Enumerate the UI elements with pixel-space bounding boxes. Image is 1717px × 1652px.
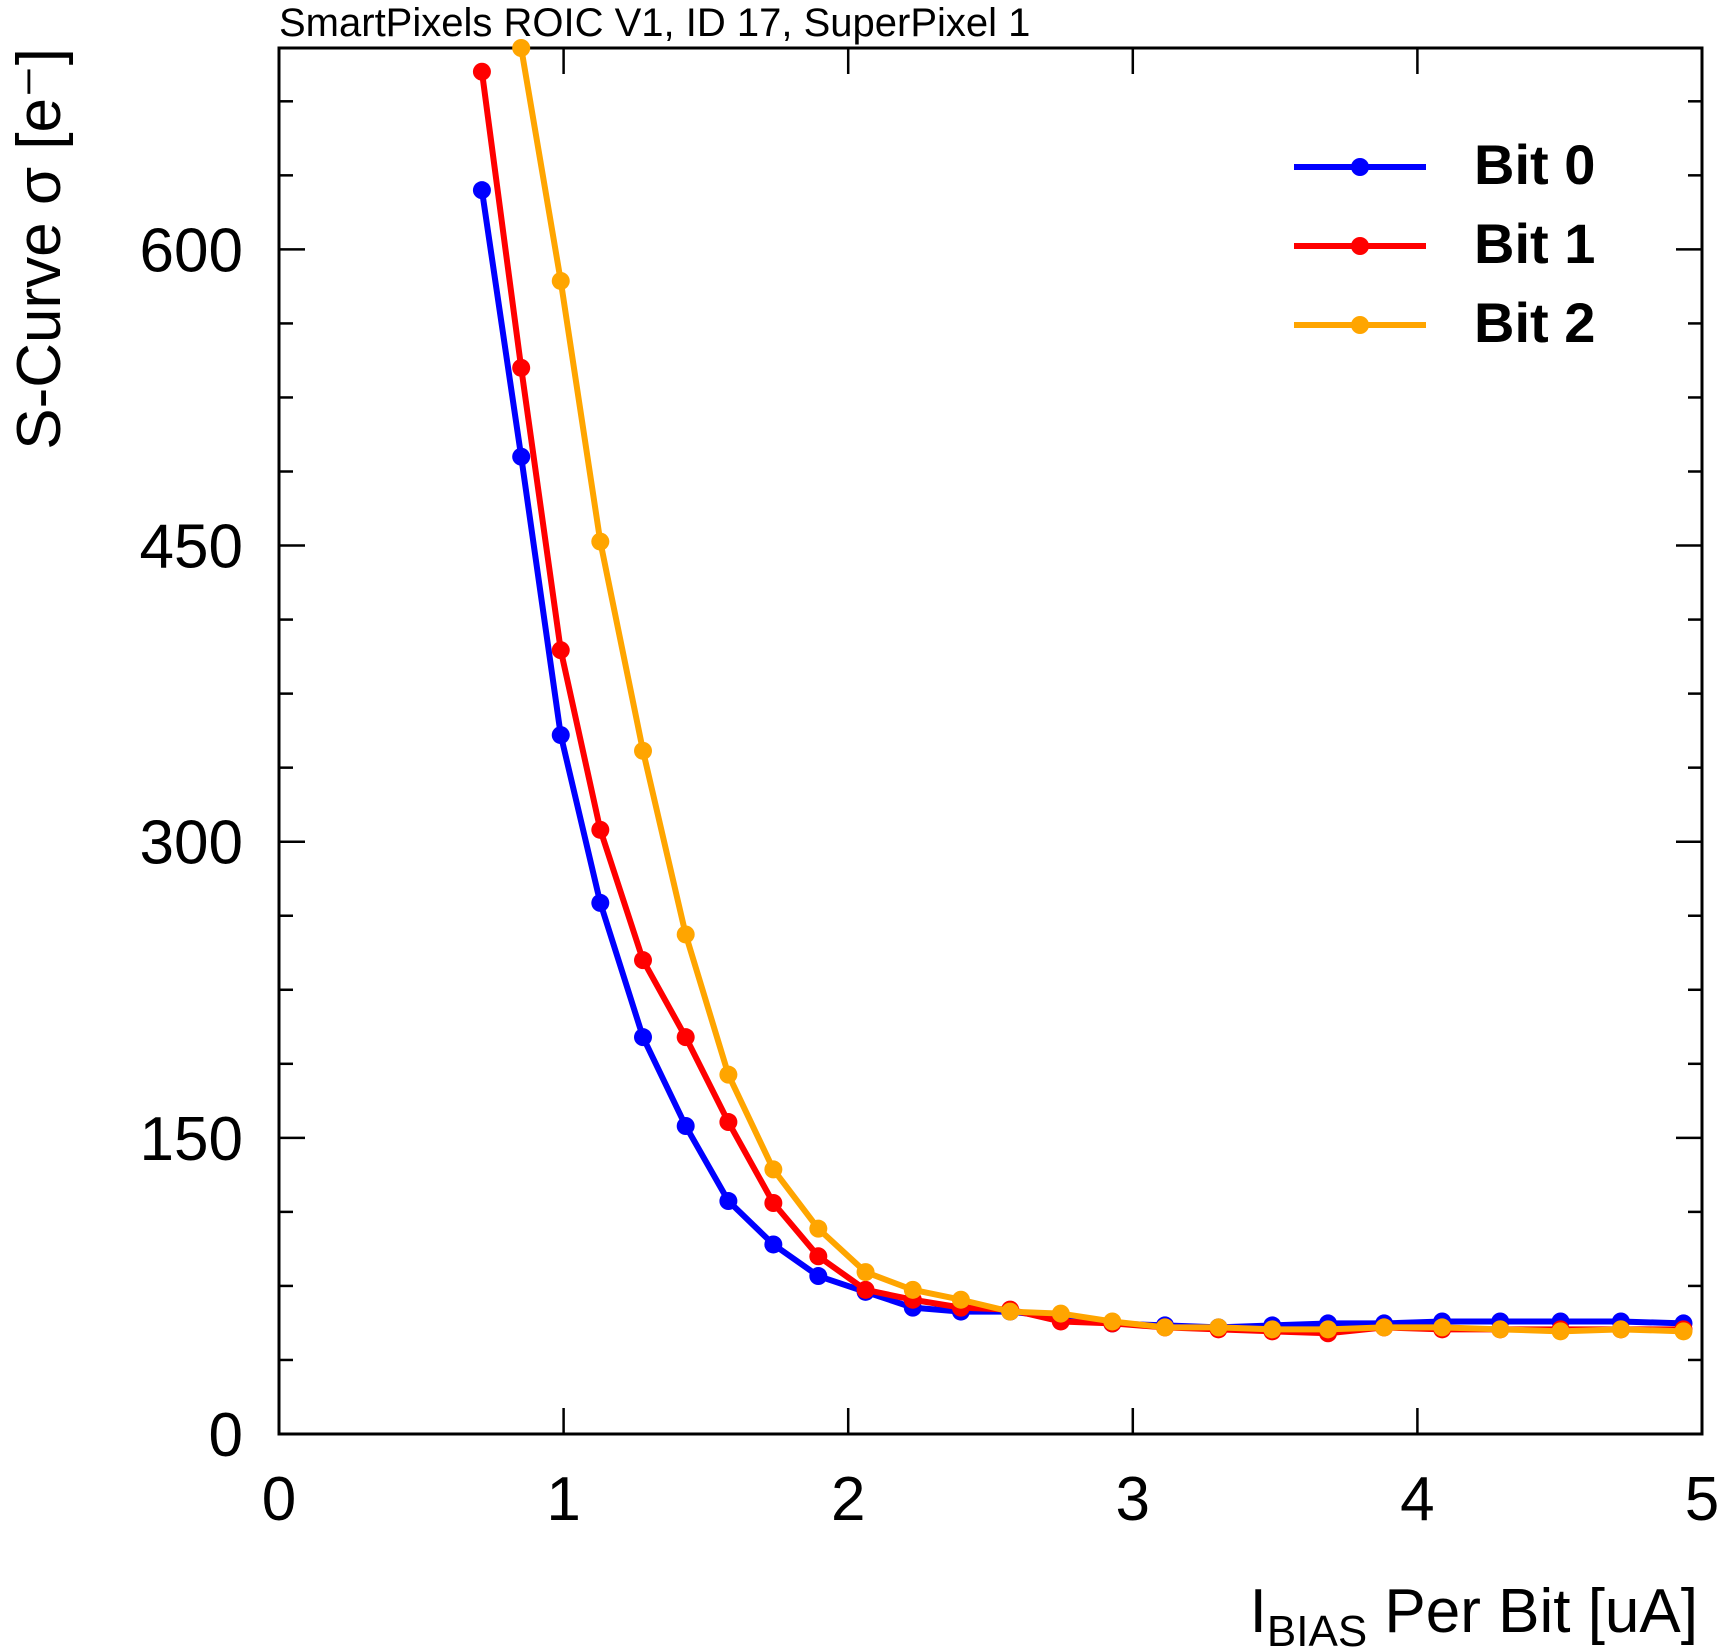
data-point: [1209, 1318, 1228, 1337]
data-point: [676, 925, 695, 944]
data-point: [856, 1263, 875, 1282]
data-point: [551, 726, 570, 745]
x-tick-label: 0: [262, 1465, 296, 1534]
data-point: [1103, 1312, 1122, 1331]
data-point: [1263, 1320, 1282, 1339]
data-point: [1611, 1320, 1630, 1339]
data-point: [1674, 1322, 1693, 1341]
data-point: [512, 447, 531, 466]
data-point: [551, 271, 570, 290]
data-point: [1375, 1318, 1394, 1337]
data-point: [551, 641, 570, 660]
data-point: [809, 1219, 828, 1238]
x-tick-label: 1: [546, 1465, 580, 1534]
chart-title: SmartPixels ROIC V1, ID 17, SuperPixel 1: [279, 1, 1030, 45]
data-point: [1001, 1302, 1020, 1321]
data-point: [764, 1160, 783, 1179]
y-tick-label: 0: [209, 1401, 243, 1470]
x-tick-label: 5: [1685, 1465, 1717, 1534]
data-point: [472, 181, 491, 200]
data-point: [1433, 1318, 1452, 1337]
data-point: [764, 1235, 783, 1254]
series-line: [478, 189, 1684, 1331]
data-point: [719, 1065, 738, 1084]
legend-label: Bit 1: [1474, 212, 1595, 275]
y-tick-label: 600: [140, 216, 243, 285]
data-point: [1491, 1320, 1510, 1339]
x-axis-label: IBIAS Per Bit [uA]: [1250, 1577, 1698, 1652]
data-point: [809, 1267, 828, 1286]
data-point: [676, 1117, 695, 1135]
x-label-rest: Per Bit [uA]: [1367, 1577, 1698, 1646]
data-point: [472, 62, 491, 81]
data-point: [809, 1247, 828, 1266]
plot-frame: [277, 46, 1704, 1436]
plot-area: [472, 39, 1693, 1343]
x-tick-label: 3: [1116, 1465, 1150, 1534]
legend-label: Bit 2: [1474, 291, 1595, 354]
data-point: [951, 1290, 970, 1309]
legend-label: Bit 0: [1474, 133, 1595, 196]
data-point: [634, 951, 653, 970]
data-point: [676, 1028, 695, 1047]
data-point: [1551, 1322, 1570, 1341]
y-axis-label: S-Curve σ [e⁻]: [5, 48, 74, 450]
data-point: [634, 741, 653, 760]
data-point: [1155, 1318, 1174, 1337]
legend-marker: [1351, 158, 1369, 176]
y-tick-label: 450: [140, 513, 243, 582]
y-tick-label: 150: [140, 1105, 243, 1174]
data-point: [856, 1280, 875, 1299]
data-point: [719, 1113, 738, 1132]
x-tick-label: 2: [831, 1465, 865, 1534]
data-point: [591, 532, 610, 551]
x-tick-label: 4: [1400, 1465, 1434, 1534]
x-label-sub: BIAS: [1267, 1607, 1367, 1652]
y-tick-label: 300: [140, 809, 243, 878]
data-point: [764, 1194, 783, 1212]
data-point: [903, 1280, 922, 1299]
data-point: [512, 358, 531, 377]
data-point: [719, 1192, 738, 1211]
data-point: [1319, 1320, 1338, 1339]
data-point: [591, 893, 610, 912]
legend-marker: [1351, 237, 1369, 255]
data-point: [591, 820, 610, 839]
data-point: [1051, 1304, 1070, 1323]
legend-marker: [1351, 316, 1369, 334]
data-point: [634, 1028, 653, 1047]
x-label-main: I: [1250, 1577, 1267, 1646]
data-point: [512, 39, 531, 57]
series-line: [518, 47, 1684, 1335]
